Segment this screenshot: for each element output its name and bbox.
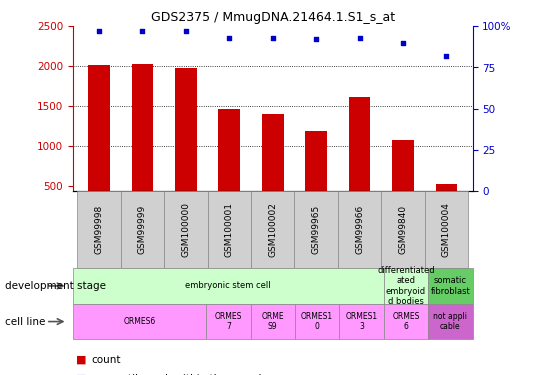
Text: count: count <box>92 355 122 365</box>
Text: GSM99999: GSM99999 <box>138 205 147 254</box>
Bar <box>384 304 428 339</box>
Text: percentile rank within the sample: percentile rank within the sample <box>92 374 268 375</box>
Bar <box>175 68 197 191</box>
Bar <box>295 304 339 339</box>
Bar <box>428 304 472 339</box>
Bar <box>218 109 240 191</box>
Bar <box>77 191 120 268</box>
Text: not appli
cable: not appli cable <box>433 312 467 331</box>
Bar <box>384 268 428 304</box>
Text: GSM99998: GSM99998 <box>94 205 104 254</box>
Bar <box>262 114 284 191</box>
Text: ORMES1
0: ORMES1 0 <box>301 312 333 331</box>
Bar <box>392 140 414 191</box>
Text: GSM100001: GSM100001 <box>225 202 234 257</box>
Text: GSM100000: GSM100000 <box>181 202 190 257</box>
Point <box>312 36 320 42</box>
Point <box>225 35 234 41</box>
Text: embryonic stem cell: embryonic stem cell <box>185 281 271 290</box>
Text: GSM99840: GSM99840 <box>399 205 408 254</box>
Text: ORMES
6: ORMES 6 <box>392 312 420 331</box>
Point <box>442 53 451 59</box>
Bar <box>305 130 327 191</box>
Bar <box>338 191 381 268</box>
Text: ORME
S9: ORME S9 <box>261 312 284 331</box>
Point <box>399 40 407 46</box>
Point <box>138 28 147 34</box>
Bar <box>206 304 251 339</box>
Bar <box>339 304 384 339</box>
Title: GDS2375 / MmugDNA.21464.1.S1_s_at: GDS2375 / MmugDNA.21464.1.S1_s_at <box>151 11 395 24</box>
Bar <box>73 304 206 339</box>
Text: differentiated
ated
embryoid
d bodies: differentiated ated embryoid d bodies <box>377 266 435 306</box>
Text: cell line: cell line <box>5 316 46 327</box>
Bar <box>294 191 338 268</box>
Text: ORMES6: ORMES6 <box>123 317 156 326</box>
Text: GSM100004: GSM100004 <box>442 202 451 257</box>
Bar <box>251 191 294 268</box>
Text: development stage: development stage <box>5 281 106 291</box>
Text: ■: ■ <box>76 374 86 375</box>
Bar <box>381 191 425 268</box>
Text: GSM99965: GSM99965 <box>312 205 321 254</box>
Bar <box>436 184 457 191</box>
Bar <box>207 191 251 268</box>
Text: GSM99966: GSM99966 <box>355 205 364 254</box>
Bar <box>349 97 370 191</box>
Bar <box>251 304 295 339</box>
Text: ORMES
7: ORMES 7 <box>214 312 242 331</box>
Bar <box>120 191 164 268</box>
Bar <box>164 191 207 268</box>
Text: GSM100002: GSM100002 <box>268 202 277 257</box>
Bar <box>88 64 110 191</box>
Point <box>355 35 364 41</box>
Text: ■: ■ <box>76 355 86 365</box>
Bar <box>73 268 384 304</box>
Point <box>181 28 190 34</box>
Point <box>268 35 277 41</box>
Bar <box>132 64 153 191</box>
Bar <box>425 191 468 268</box>
Point <box>94 28 103 34</box>
Text: ORMES1
3: ORMES1 3 <box>346 312 377 331</box>
Text: somatic
fibroblast: somatic fibroblast <box>430 276 470 296</box>
Bar <box>428 268 472 304</box>
